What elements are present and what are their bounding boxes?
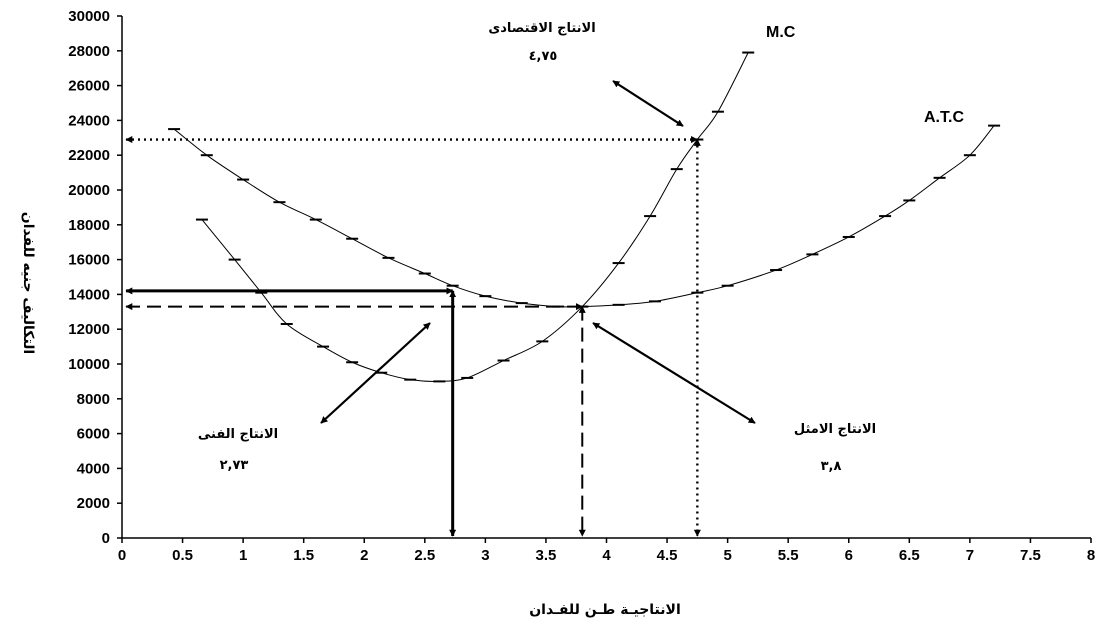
curves-group (168, 51, 1001, 383)
series-line-mc (201, 52, 749, 382)
y-tick-label: 4000 (77, 460, 110, 477)
x-tick-label: 1 (239, 547, 247, 564)
y-tick-label: 30000 (68, 8, 110, 25)
x-tick-labels: 0 0.5 1 1.5 2 2.5 3 3.5 4 4.5 5 5.5 6 6.5 7 7.5 8 (118, 538, 1095, 564)
y-tick-label: 10000 (68, 356, 110, 373)
y-tick-label: 6000 (77, 426, 110, 443)
y-tick-label: 0 (102, 530, 110, 547)
technical-pointer-arrow (320, 322, 431, 424)
technical-output-label: الانتاج الفنى (198, 427, 278, 442)
x-tick-label: 4.5 (657, 547, 678, 564)
optimal-pointer-arrow (592, 322, 756, 424)
series-label-mc: M.C (766, 24, 796, 41)
x-tick-label: 3 (481, 547, 489, 564)
optimal-output-label: الانتاج الامثل (794, 422, 876, 437)
guide-lines-group (125, 136, 701, 537)
y-tick-label: 2000 (77, 495, 110, 512)
optimal-output-value: ٣,٨ (821, 459, 842, 474)
x-tick-label: 5.5 (778, 547, 799, 564)
y-tick-label: 8000 (77, 391, 110, 408)
pointer-arrows-group (320, 80, 756, 424)
y-tick-label: 16000 (68, 252, 110, 269)
series-label-atc: A.T.C (924, 109, 964, 126)
y-tick-label: 12000 (68, 321, 110, 338)
x-tick-label: 6 (845, 547, 853, 564)
axes-group (121, 16, 1091, 539)
x-tick-label: 6.5 (899, 547, 920, 564)
x-tick-label: 0.5 (172, 547, 193, 564)
y-axis-title: التكاليف جنيه للفدان (20, 212, 36, 354)
y-tick-label: 24000 (68, 112, 110, 129)
x-tick-label: 2 (360, 547, 368, 564)
y-tick-labels: 0 2000 4000 6000 8000 10000 12000 14000 16000 180… (68, 8, 122, 547)
economic-pointer-arrow (612, 80, 684, 127)
economic-output-label: الانتاج الاقتصادى (488, 21, 595, 36)
series-line-atc (173, 125, 995, 308)
economic-output-value: ٤,٧٥ (529, 49, 558, 64)
x-tick-label: 0 (118, 547, 126, 564)
y-tick-label: 26000 (68, 78, 110, 95)
y-tick-label: 28000 (68, 43, 110, 60)
y-tick-label: 14000 (68, 286, 110, 303)
y-tick-label: 18000 (68, 217, 110, 234)
x-tick-label: 7 (966, 547, 974, 564)
x-tick-label: 8 (1087, 547, 1095, 564)
y-tick-label: 20000 (68, 182, 110, 199)
x-tick-label: 4 (602, 547, 611, 564)
x-tick-label: 1.5 (293, 547, 314, 564)
x-tick-label: 5 (723, 547, 731, 564)
x-axis-title: الانتاجيـة طـن للفـدان (529, 602, 681, 618)
y-tick-label: 22000 (68, 147, 110, 164)
x-tick-label: 3.5 (536, 547, 557, 564)
x-tick-label: 2.5 (414, 547, 435, 564)
technical-output-value: ٢,٧٣ (220, 458, 249, 473)
x-tick-label: 7.5 (1020, 547, 1041, 564)
